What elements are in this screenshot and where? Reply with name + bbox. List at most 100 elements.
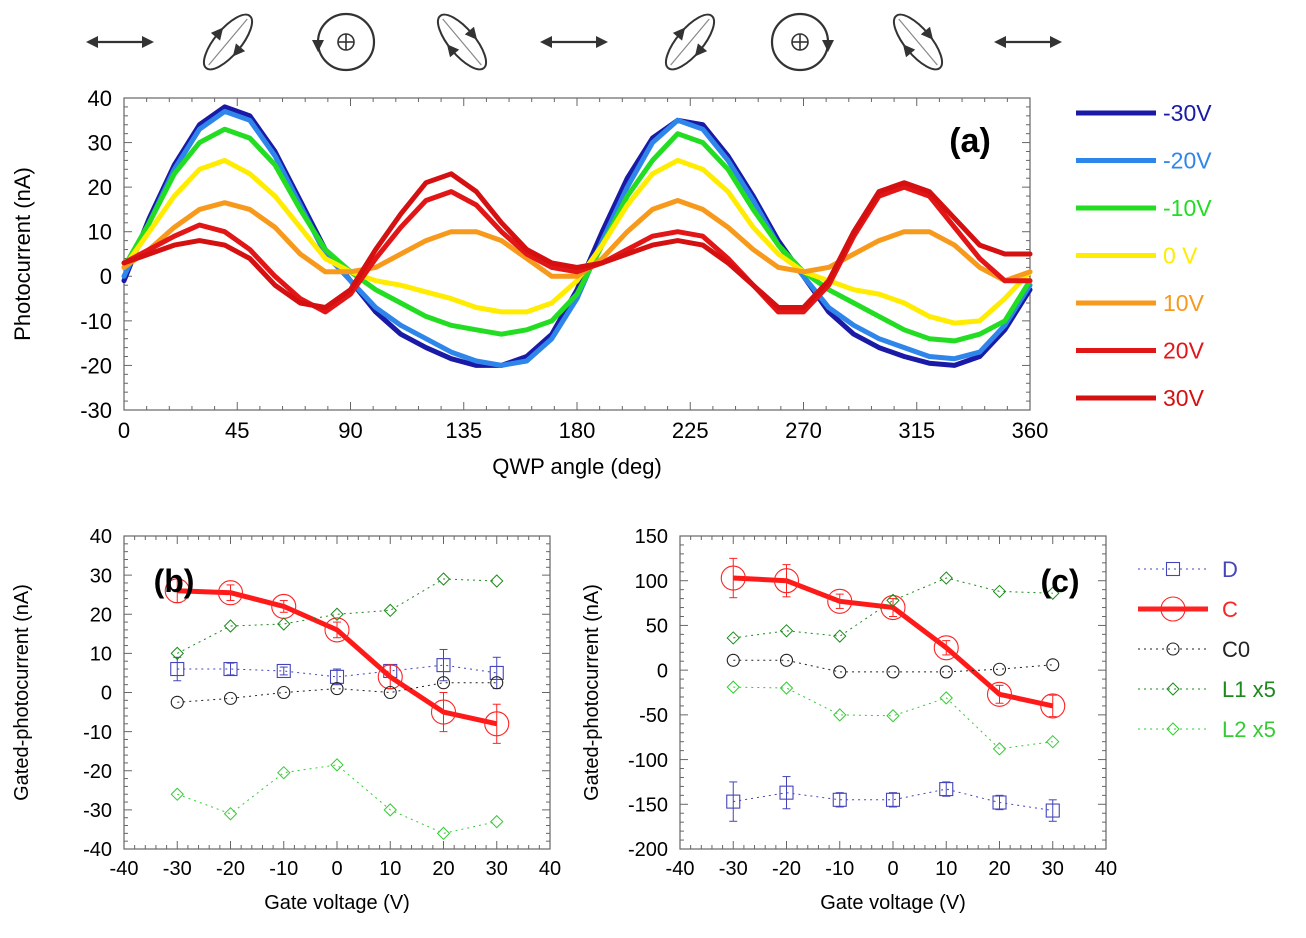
y-axis-label: Gated-photocurrent (nA) <box>11 584 33 801</box>
marker-square <box>726 794 741 809</box>
series-line-l2-x5 <box>733 686 1053 750</box>
marker-diamond <box>383 603 397 618</box>
y-tick-label: 20 <box>88 175 112 200</box>
marker-diamond <box>223 807 238 821</box>
marker-circle <box>217 580 244 606</box>
y-tick-label: 10 <box>88 220 112 245</box>
marker-diamond <box>436 826 451 841</box>
marker-circle <box>886 665 900 679</box>
marker-diamond <box>170 646 184 661</box>
marker-square <box>170 661 185 677</box>
polarization-linear-horizontal-icon <box>540 36 608 48</box>
marker-circle <box>223 691 238 705</box>
marker-circle <box>726 653 740 667</box>
polarization-linear-horizontal-icon <box>86 36 154 48</box>
legend-label: 30V <box>1163 385 1205 411</box>
x-tick-label: -20 <box>772 858 801 880</box>
arrow-head <box>210 27 224 41</box>
polarization-icons-row <box>86 12 1062 72</box>
marker-diamond <box>833 708 847 722</box>
marker-circle <box>933 635 959 661</box>
x-axis-label: Gate voltage (V) <box>820 892 966 914</box>
marker-diamond <box>170 787 184 801</box>
arrow-head <box>672 27 686 41</box>
chart-panel-c: -40 -30 -20 -10 0 10 20 30 40-200-150-100-500501… <box>581 526 1117 914</box>
arrow-head <box>232 43 246 57</box>
marker-square <box>939 782 954 797</box>
x-tick-label: 20 <box>988 858 1010 880</box>
legend-label: 0 V <box>1163 243 1198 269</box>
y-tick-label: 40 <box>88 86 112 111</box>
y-tick-label: -40 <box>83 839 112 861</box>
marker-diamond <box>1166 682 1180 696</box>
marker-diamond <box>779 624 794 638</box>
polarization-elliptical-right-icon <box>436 13 488 71</box>
marker-diamond <box>886 709 900 723</box>
marker-diamond <box>1046 586 1060 600</box>
marker-circle <box>1160 596 1186 622</box>
legend-label: D <box>1222 557 1238 582</box>
marker-square <box>832 792 847 807</box>
marker-diamond <box>490 814 504 829</box>
x-tick-label: 225 <box>672 418 709 443</box>
y-axis-label: Gated-photocurrent (nA) <box>581 584 603 801</box>
arrow-head <box>1050 36 1062 48</box>
series-line-5 <box>121 198 1033 284</box>
polarization-elliptical-left-icon <box>664 13 716 71</box>
arrow-head <box>86 36 98 48</box>
chart-panel-a: 0 45 90 135 180 225 270 315 360 -30 -20 -10 0 10 20 30 4… <box>10 86 1048 479</box>
ellipse-group <box>436 13 488 71</box>
marker-circle <box>436 676 451 690</box>
x-tick-label: -30 <box>163 858 192 880</box>
x-axis-label: Gate voltage (V) <box>264 892 410 914</box>
marker-circle <box>827 588 853 614</box>
major-axis <box>670 18 710 66</box>
x-tick-label: 30 <box>486 858 508 880</box>
x-tick-label: 10 <box>935 858 957 880</box>
marker-diamond <box>833 629 847 643</box>
marker-square <box>223 661 238 677</box>
x-tick-label: 270 <box>785 418 822 443</box>
marker-diamond <box>223 619 238 633</box>
y-tick-label: 50 <box>646 616 668 638</box>
marker-circle <box>377 664 403 690</box>
arrow-head <box>994 36 1006 48</box>
arrow-head <box>902 44 916 58</box>
marker-circle <box>1166 642 1180 656</box>
marker-circle <box>833 665 847 679</box>
x-tick-label: 40 <box>1095 858 1117 880</box>
major-axis <box>898 18 938 66</box>
marker-circle <box>1046 658 1060 672</box>
polarization-elliptical-left-icon <box>202 13 254 71</box>
marker-circle <box>277 685 291 700</box>
y-tick-label: 30 <box>90 565 112 587</box>
legend-label: 10V <box>1163 290 1205 316</box>
legend-label: 20V <box>1163 338 1205 364</box>
marker-diamond <box>939 691 953 705</box>
marker-circle <box>720 565 746 591</box>
x-tick-label: -40 <box>110 858 139 880</box>
y-tick-label: -10 <box>80 309 112 334</box>
marker-circle <box>880 594 906 621</box>
polarization-linear-horizontal-icon <box>994 36 1062 48</box>
marker-circle <box>430 699 457 725</box>
marker-circle <box>330 682 344 696</box>
marker-diamond <box>383 803 397 817</box>
series-line-2 <box>121 108 1033 368</box>
major-axis <box>442 18 482 66</box>
y-tick-label: -50 <box>639 705 668 727</box>
arrow-head <box>142 36 154 48</box>
marker-circle <box>1040 693 1066 719</box>
chart-panel-b: -40 -30 -20 -10 0 10 20 30 40 -40 -30 -20 -10 0 10 20 30… <box>11 526 561 914</box>
y-tick-label: -20 <box>83 761 112 783</box>
y-tick-label: 40 <box>90 526 112 548</box>
x-tick-label: 10 <box>379 858 401 880</box>
arrow-head <box>920 26 934 40</box>
marker-diamond <box>330 758 344 772</box>
x-tick-label: -10 <box>269 858 298 880</box>
y-tick-label: -100 <box>628 750 668 772</box>
x-tick-label: 0 <box>331 858 342 880</box>
arrow-head <box>464 26 478 40</box>
marker-diamond <box>436 572 451 586</box>
